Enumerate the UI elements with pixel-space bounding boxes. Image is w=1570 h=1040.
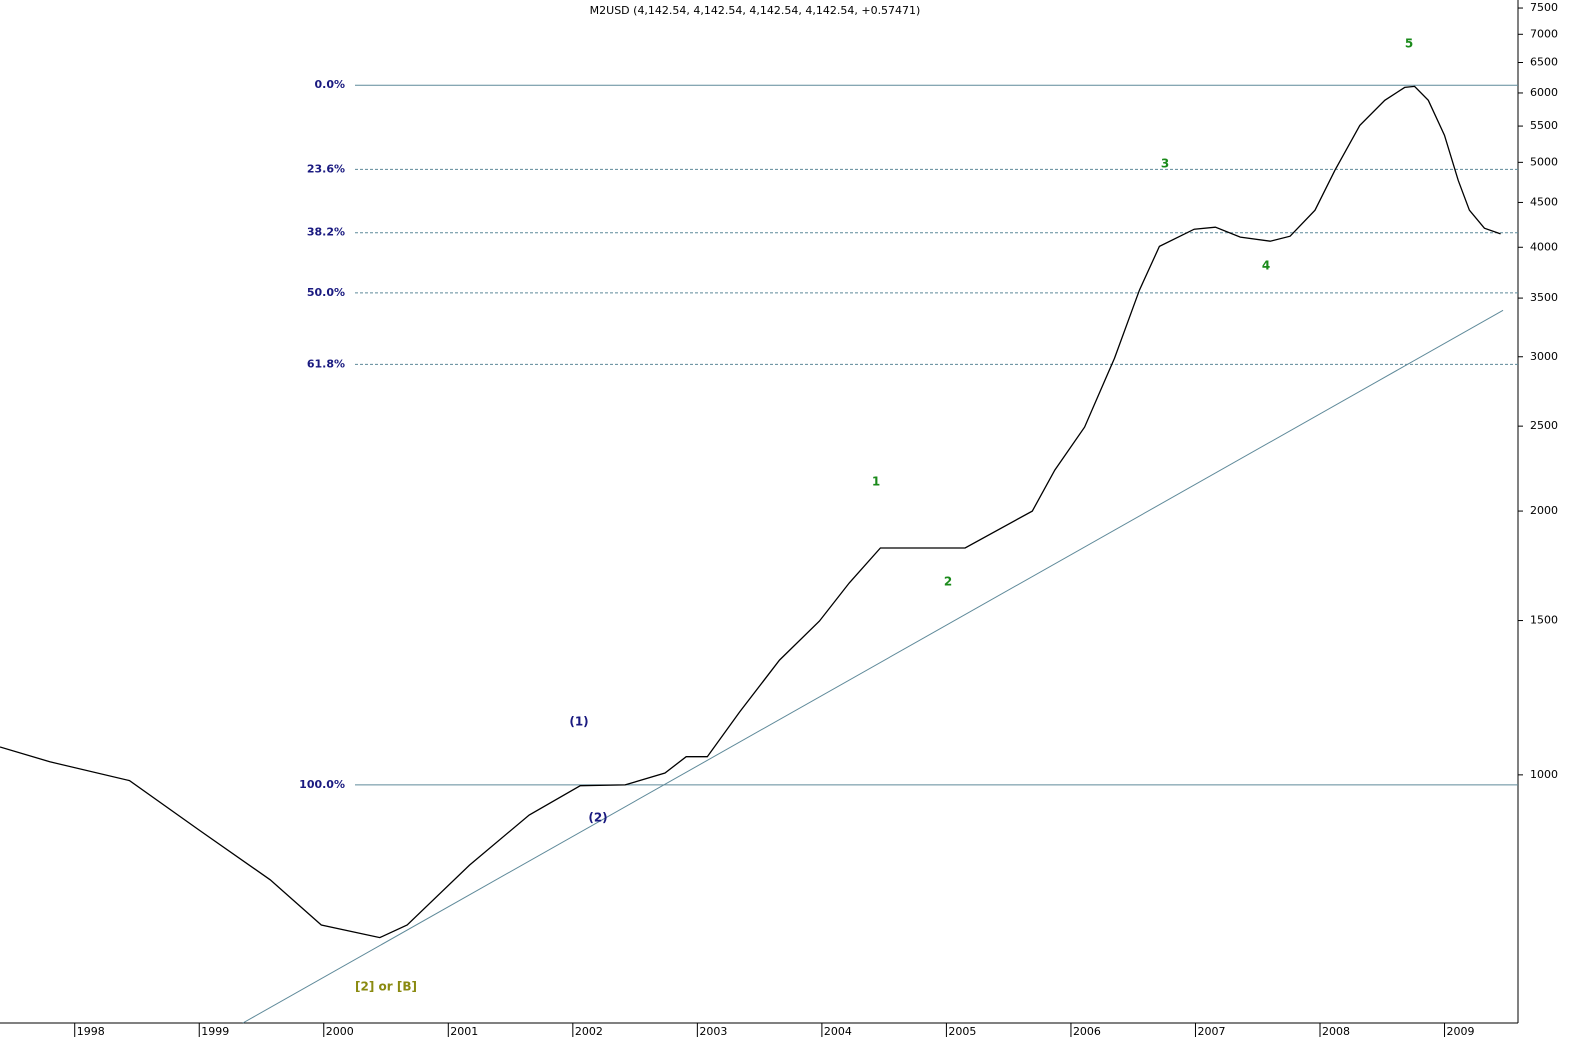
- wave-label: (2): [588, 811, 607, 825]
- fib-label: 0.0%: [314, 78, 345, 91]
- wave-label: 3: [1161, 157, 1169, 171]
- y-tick-label: 7000: [1530, 27, 1558, 40]
- trendline: [242, 309, 1504, 1024]
- x-tick-label: 1999: [201, 1025, 229, 1038]
- x-tick-label: 2007: [1197, 1025, 1225, 1038]
- y-tick-label: 2500: [1530, 419, 1558, 432]
- fib-label: 61.8%: [307, 357, 345, 370]
- x-tick-label: 2003: [699, 1025, 727, 1038]
- wave-label: 1: [872, 475, 880, 489]
- wave-label: 5: [1405, 37, 1413, 51]
- fib-label: 23.6%: [307, 162, 345, 175]
- x-tick-label: 2005: [948, 1025, 976, 1038]
- x-tick-label: 2000: [326, 1025, 354, 1038]
- y-tick-label: 4500: [1530, 195, 1558, 208]
- y-tick-label: 3000: [1530, 350, 1558, 363]
- fib-label: 50.0%: [307, 286, 345, 299]
- y-tick-label: 5500: [1530, 119, 1558, 132]
- wave-label: 4: [1262, 259, 1270, 273]
- chart-title: M2USD (4,142.54, 4,142.54, 4,142.54, 4,1…: [590, 4, 921, 17]
- y-tick-label: 5000: [1530, 155, 1558, 168]
- wave-label: 2: [944, 575, 952, 589]
- x-tick-label: 2009: [1447, 1025, 1475, 1038]
- y-tick-label: 1000: [1530, 768, 1558, 781]
- y-tick-label: 4000: [1530, 240, 1558, 253]
- x-tick-label: 2006: [1073, 1025, 1101, 1038]
- x-tick-label: 1998: [77, 1025, 105, 1038]
- fib-label: 38.2%: [307, 226, 345, 239]
- wave-label: [2] or [B]: [355, 980, 417, 994]
- y-tick-label: 1500: [1530, 614, 1558, 627]
- y-tick-label: 6500: [1530, 55, 1558, 68]
- x-tick-label: 2008: [1322, 1025, 1350, 1038]
- price-line: [0, 85, 1501, 939]
- x-tick-label: 2004: [824, 1025, 852, 1038]
- fib-label: 100.0%: [299, 778, 345, 791]
- y-tick-label: 6000: [1530, 86, 1558, 99]
- y-tick-label: 7500: [1530, 1, 1558, 14]
- x-tick-label: 2002: [575, 1025, 603, 1038]
- y-tick-label: 3500: [1530, 291, 1558, 304]
- wave-label: (1): [569, 715, 588, 729]
- y-tick-label: 2000: [1530, 504, 1558, 517]
- x-tick-label: 2001: [450, 1025, 478, 1038]
